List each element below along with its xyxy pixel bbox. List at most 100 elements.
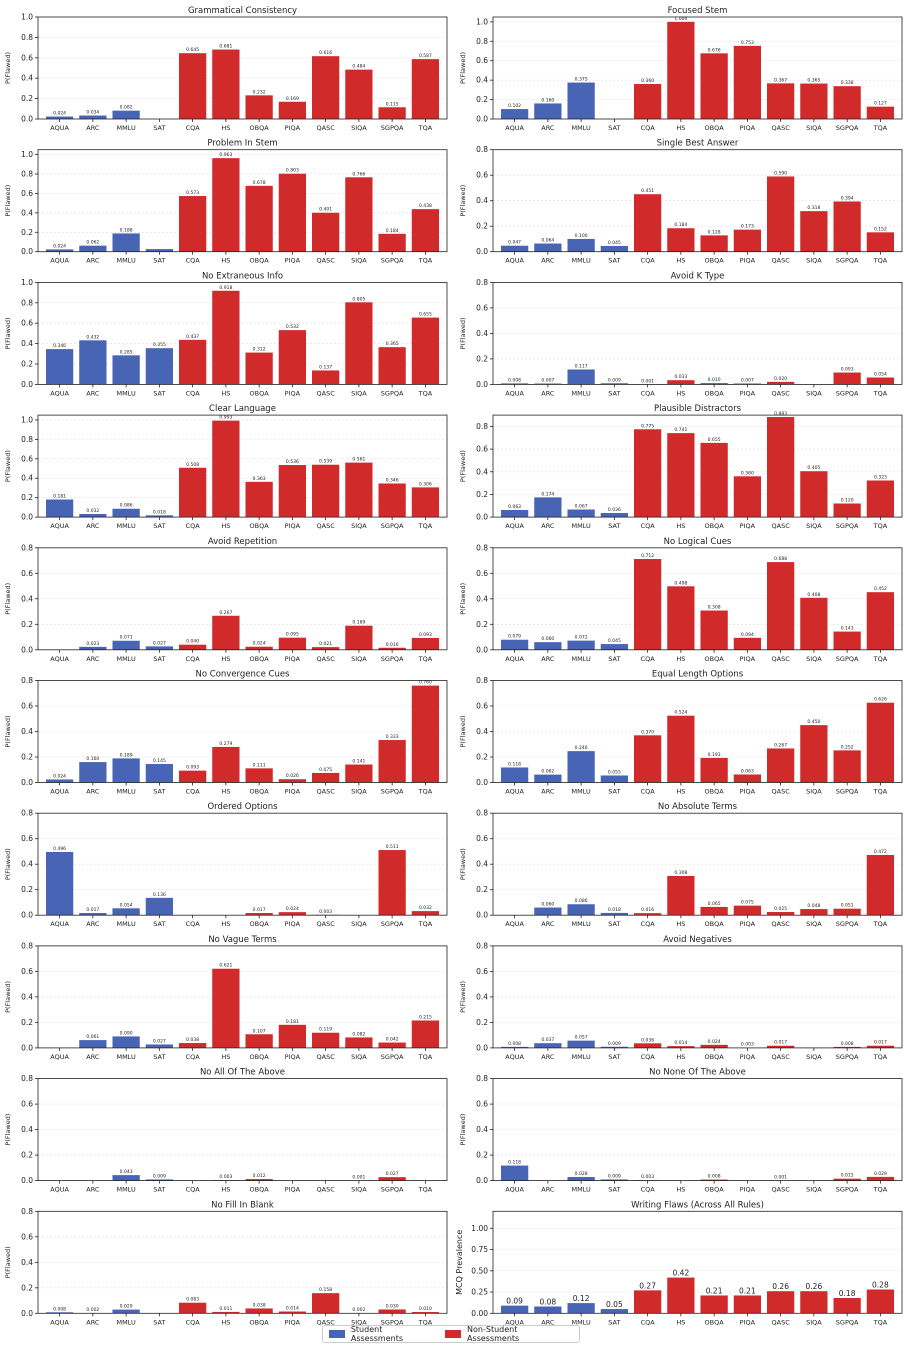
bar-siqa bbox=[800, 1291, 828, 1314]
chart-title-writing-flaws-across-all-rules: Writing Flaws (Across All Rules) bbox=[631, 1200, 764, 1210]
data-label-piqa: 0.026 bbox=[286, 773, 299, 779]
bar-qasc bbox=[311, 370, 340, 385]
x-tick-label-piqa: PIQA bbox=[285, 1053, 301, 1061]
y-tick-label: 0.0 bbox=[476, 645, 488, 654]
bar-tqa bbox=[866, 480, 895, 518]
x-tick-label-piqa: PIQA bbox=[740, 522, 756, 530]
bar-sgpqa bbox=[833, 201, 861, 252]
y-axis-label: P(Flawed) bbox=[459, 52, 467, 84]
bar-mmlu bbox=[567, 369, 595, 385]
bar-sgpqa bbox=[833, 1298, 861, 1314]
y-tick-label: 0.0 bbox=[21, 115, 33, 124]
bar-sgpqa bbox=[378, 850, 406, 916]
x-tick-label-qasc: QASC bbox=[317, 655, 336, 663]
bar-tqa bbox=[866, 232, 895, 252]
x-tick-label-mmlu: MMLU bbox=[116, 920, 136, 928]
data-label-obqa: 0.312 bbox=[253, 347, 266, 353]
data-label-arc: 0.064 bbox=[541, 238, 554, 244]
x-tick-label-arc: ARC bbox=[86, 522, 100, 530]
x-tick-label-mmlu: MMLU bbox=[116, 389, 136, 397]
x-tick-label-tqa: TQA bbox=[873, 920, 888, 928]
data-label-sgpqa: 0.120 bbox=[841, 498, 854, 504]
x-tick-label-qasc: QASC bbox=[772, 920, 791, 928]
data-label-sgpqa: 0.016 bbox=[386, 642, 399, 648]
data-label-mmlu: 0.043 bbox=[120, 1169, 133, 1175]
chart-title-clear-language: Clear Language bbox=[209, 404, 276, 414]
x-tick-label-arc: ARC bbox=[541, 1318, 555, 1326]
x-tick-label-mmlu: MMLU bbox=[571, 389, 591, 397]
data-label-tqa: 0.323 bbox=[874, 474, 887, 480]
bar-mmlu bbox=[112, 758, 140, 783]
bar-siqa bbox=[800, 83, 828, 119]
data-label-siqa: 0.484 bbox=[352, 64, 365, 70]
x-tick-label-hs: HS bbox=[676, 788, 685, 796]
data-label-qasc: 0.267 bbox=[774, 742, 787, 748]
bar-sat bbox=[600, 513, 629, 518]
data-label-hs: 0.681 bbox=[219, 44, 232, 50]
data-label-qasc: 0.025 bbox=[774, 906, 787, 912]
data-label-tqa: 0.587 bbox=[419, 53, 432, 59]
data-label-siqa: 0.141 bbox=[352, 759, 365, 765]
data-label-sgpqa: 0.511 bbox=[386, 844, 399, 850]
bar-cqa bbox=[178, 196, 207, 252]
data-label-tqa: 0.054 bbox=[874, 372, 887, 378]
data-label-cqa: 0.038 bbox=[186, 1037, 199, 1043]
bar-cqa bbox=[633, 735, 662, 783]
bar-mmlu bbox=[567, 1177, 595, 1181]
bar-hs bbox=[212, 1311, 240, 1314]
x-tick-label-siqa: SIQA bbox=[806, 124, 822, 132]
x-tick-label-sgpqa: SGPQA bbox=[836, 522, 859, 530]
y-axis-label: P(Flawed) bbox=[4, 185, 12, 217]
x-tick-label-sgpqa: SGPQA bbox=[381, 124, 404, 132]
y-tick-label: 0.2 bbox=[21, 885, 33, 894]
bar-aqua bbox=[45, 1312, 74, 1314]
x-tick-label-qasc: QASC bbox=[772, 522, 791, 530]
y-tick-label: 1.0 bbox=[21, 278, 33, 287]
chart-title-no-none-of-the-above: No None Of The Above bbox=[649, 1068, 746, 1078]
data-label-piqa: 0.003 bbox=[741, 1042, 754, 1048]
bar-mmlu bbox=[112, 908, 140, 916]
x-tick-label-aqua: AQUA bbox=[50, 389, 69, 397]
y-tick-label: 0.4 bbox=[476, 992, 488, 1001]
data-label-hs: 0.267 bbox=[219, 610, 232, 616]
data-label-qasc: 0.688 bbox=[774, 556, 787, 562]
data-label-siqa: 0.561 bbox=[352, 457, 365, 463]
data-label-hs: 0.011 bbox=[219, 1306, 232, 1312]
y-tick-label: 0.6 bbox=[21, 569, 33, 578]
x-tick-label-hs: HS bbox=[676, 389, 685, 397]
x-tick-label-siqa: SIQA bbox=[806, 1053, 822, 1061]
x-tick-label-piqa: PIQA bbox=[740, 1318, 756, 1326]
x-tick-label-cqa: CQA bbox=[641, 522, 656, 530]
y-tick-label: 0.6 bbox=[476, 967, 488, 976]
x-tick-label-cqa: CQA bbox=[641, 788, 656, 796]
data-label-arc: 0.017 bbox=[86, 907, 99, 913]
data-label-tqa: 0.655 bbox=[419, 312, 432, 318]
bar-obqa bbox=[245, 1308, 273, 1314]
bar-arc bbox=[534, 243, 562, 252]
x-tick-label-obqa: OBQA bbox=[250, 788, 270, 796]
bar-qasc bbox=[311, 212, 340, 252]
x-tick-label-siqa: SIQA bbox=[351, 1186, 367, 1194]
chart-title-no-all-of-the-above: No All Of The Above bbox=[200, 1068, 285, 1078]
bar-piqa bbox=[733, 637, 762, 650]
x-tick-label-cqa: CQA bbox=[641, 257, 656, 265]
data-label-piqa: 0.181 bbox=[286, 1019, 299, 1025]
data-label-arc: 0.032 bbox=[86, 508, 99, 514]
data-label-mmlu: 0.071 bbox=[120, 635, 133, 641]
data-label-tqa: 0.029 bbox=[874, 1171, 887, 1177]
bar-cqa bbox=[178, 467, 207, 518]
data-label-piqa: 0.803 bbox=[286, 168, 299, 174]
y-tick-label: 0.2 bbox=[21, 1283, 33, 1292]
bar-arc bbox=[79, 1040, 107, 1048]
data-label-qasc: 0.883 bbox=[774, 411, 787, 417]
bar-hs bbox=[667, 875, 695, 916]
bar-siqa bbox=[800, 211, 828, 252]
bar-tqa bbox=[411, 1020, 440, 1048]
data-label-arc: 0.061 bbox=[86, 1034, 99, 1040]
data-label-hs: 0.524 bbox=[674, 710, 687, 716]
legend-label-student: Student Assessments bbox=[350, 1325, 403, 1343]
data-label-aqua: 0.346 bbox=[53, 343, 66, 349]
bar-obqa bbox=[700, 1179, 728, 1181]
x-tick-label-qasc: QASC bbox=[317, 1053, 336, 1061]
x-tick-label-cqa: CQA bbox=[186, 920, 201, 928]
